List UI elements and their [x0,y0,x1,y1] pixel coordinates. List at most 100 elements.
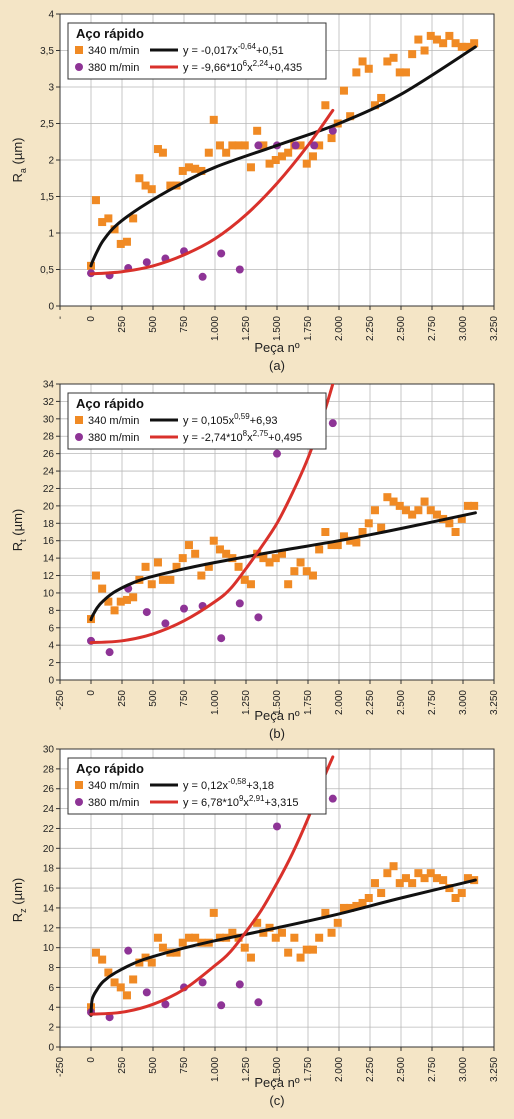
x-tick-label: 250 [117,1057,128,1074]
data-point-square [389,53,398,62]
data-point-square [451,528,460,536]
data-point-square [451,894,460,902]
eq-sup: 9 [239,794,244,803]
x-tick-label: 0 [86,316,97,322]
legend-equation: y = -2,74*108x2,75+0,495 [183,429,302,444]
data-point-square [457,889,466,898]
data-layer [87,384,479,657]
data-point-circle [328,419,337,428]
data-point-square [158,943,167,952]
eq-rest: +6,93 [250,415,278,427]
data-point-square [358,898,367,907]
y-tick-label: 3 [48,83,54,94]
data-point-circle [254,141,263,150]
y-axis-label-main: R [10,913,25,922]
y-axis-label-main: R [10,542,25,551]
x-tick-label: 1.250 [241,1057,252,1082]
eq-base: y = -9,66*10 [183,62,243,74]
data-point-square [302,159,311,168]
data-point-square [116,239,125,248]
y-tick-label: 26 [43,784,55,795]
x-tick-label: 1.750 [303,1057,314,1082]
data-point-square [290,567,299,576]
legend-label: 380 m/min [88,432,139,444]
y-tick-label: 18 [43,519,55,530]
data-point-circle [124,946,133,955]
data-point-square [395,68,404,77]
data-point-circle [328,794,337,803]
data-point-square [302,945,311,954]
data-point-square [315,933,324,942]
data-point-circle [235,265,244,274]
data-point-square [246,953,255,962]
data-point-square [414,35,423,44]
eq-mid: x [243,797,249,809]
data-point-circle [235,980,244,989]
data-point-circle [328,126,337,135]
legend-box [67,757,327,815]
x-tick-label: 2.750 [427,316,438,341]
data-point-square [116,983,125,992]
y-tick-label: 20 [43,844,55,855]
data-point-square [463,501,472,510]
data-point-square [122,991,131,1000]
eq-base: y = 0,12x [183,780,228,792]
data-point-square [104,597,113,606]
data-point-square [439,876,448,885]
data-point-square [296,141,305,150]
y-tick-label: 8 [48,606,54,617]
data-point-square [432,510,441,519]
x-tick-label: 1.750 [303,690,314,715]
data-point-square [277,152,286,161]
data-point-square [228,141,237,150]
x-tick-label: 2.750 [427,690,438,715]
x-tick-label: 3.000 [458,316,469,341]
y-tick-label: 4 [48,1003,54,1014]
data-point-square [215,141,224,150]
eq-rest: +0,435 [268,62,302,74]
y-tick-label: 34 [43,380,55,391]
x-tick-label: 3.000 [458,690,469,715]
x-tick-label: 750 [179,690,190,707]
data-point-square [265,923,274,932]
data-point-square [246,580,255,589]
legend-equation: y = -9,66*106x2,24+0,435 [183,59,302,74]
eq-base: y = -0,017x [183,45,238,57]
data-point-square [197,571,206,580]
eq-sup2: 2,91 [249,794,265,803]
data-point-square [91,196,100,205]
legend-equation: y = 0,105x0,59+6,93 [183,412,278,427]
y-tick-label: 10 [43,588,55,599]
data-point-circle [142,608,151,617]
data-point-square [110,978,119,987]
data-point-square [420,46,429,55]
legend-box [67,392,327,450]
x-tick-label: 1.000 [210,690,221,715]
y-tick-label: 20 [43,501,55,512]
data-point-square [389,862,398,871]
data-point-square [91,948,100,957]
x-tick-label: 0 [86,690,97,696]
x-tick-label: 2.000 [334,316,345,341]
data-point-square [265,159,274,168]
data-point-square [215,933,224,942]
y-axis-label-unit: (µm) [10,878,25,909]
x-tick-label: 1.500 [272,1057,283,1082]
data-point-square [271,933,280,942]
legend-label: 340 m/min [88,415,139,427]
y-tick-label: 3,5 [40,46,54,57]
x-tick-label: 500 [148,1057,159,1074]
fit-curve-1 [89,511,477,622]
data-point-square [408,879,417,888]
y-tick-label: 28 [43,432,55,443]
legend-equation: y = 0,12x-0,58+3,18 [183,777,274,792]
data-point-square [358,528,367,536]
x-axis-label: Peça nº [254,1075,299,1090]
y-axis-label-unit: (µm) [10,138,25,169]
legend-marker-circle [75,798,83,806]
data-point-square [333,541,342,550]
eq-sup: -0,58 [228,777,247,786]
data-point-circle [105,1013,114,1022]
data-point-square [215,545,224,554]
eq-rest: +3,315 [265,797,299,809]
